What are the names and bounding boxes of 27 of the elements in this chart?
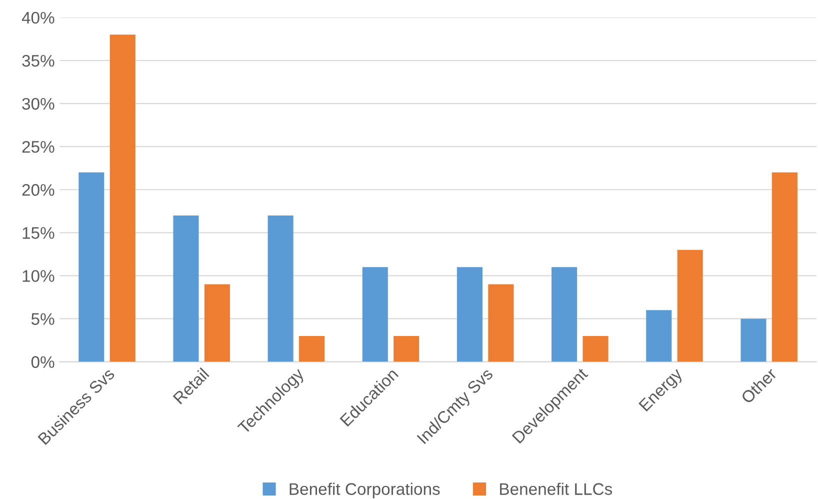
- bar: [646, 310, 672, 362]
- bar: [488, 284, 514, 362]
- y-tick-label: 0%: [31, 356, 54, 368]
- bar: [772, 172, 798, 362]
- bar: [362, 267, 388, 362]
- bar: [394, 336, 420, 362]
- bar: [299, 336, 325, 362]
- bar: [456, 267, 482, 362]
- legend-label: Benefit Corporations: [290, 482, 440, 498]
- bar: [552, 267, 578, 362]
- y-tick-label: 5%: [31, 313, 54, 325]
- bar: [204, 284, 230, 362]
- y-tick-label: 40%: [22, 12, 54, 24]
- y-tick-label: 25%: [22, 140, 54, 153]
- bar: [78, 172, 104, 362]
- legend-label: Benenefit LLCs: [500, 482, 612, 495]
- y-tick-label: 10%: [22, 270, 54, 282]
- bar: [110, 34, 136, 362]
- bar: [582, 336, 608, 362]
- bar: [740, 318, 766, 362]
- y-tick-label: 15%: [22, 227, 54, 239]
- y-tick-label: 35%: [22, 54, 54, 67]
- bar: [677, 250, 703, 362]
- bar: [173, 215, 199, 362]
- bar: [268, 215, 294, 362]
- y-tick-label: 30%: [22, 98, 54, 110]
- y-tick-label: 20%: [22, 184, 54, 196]
